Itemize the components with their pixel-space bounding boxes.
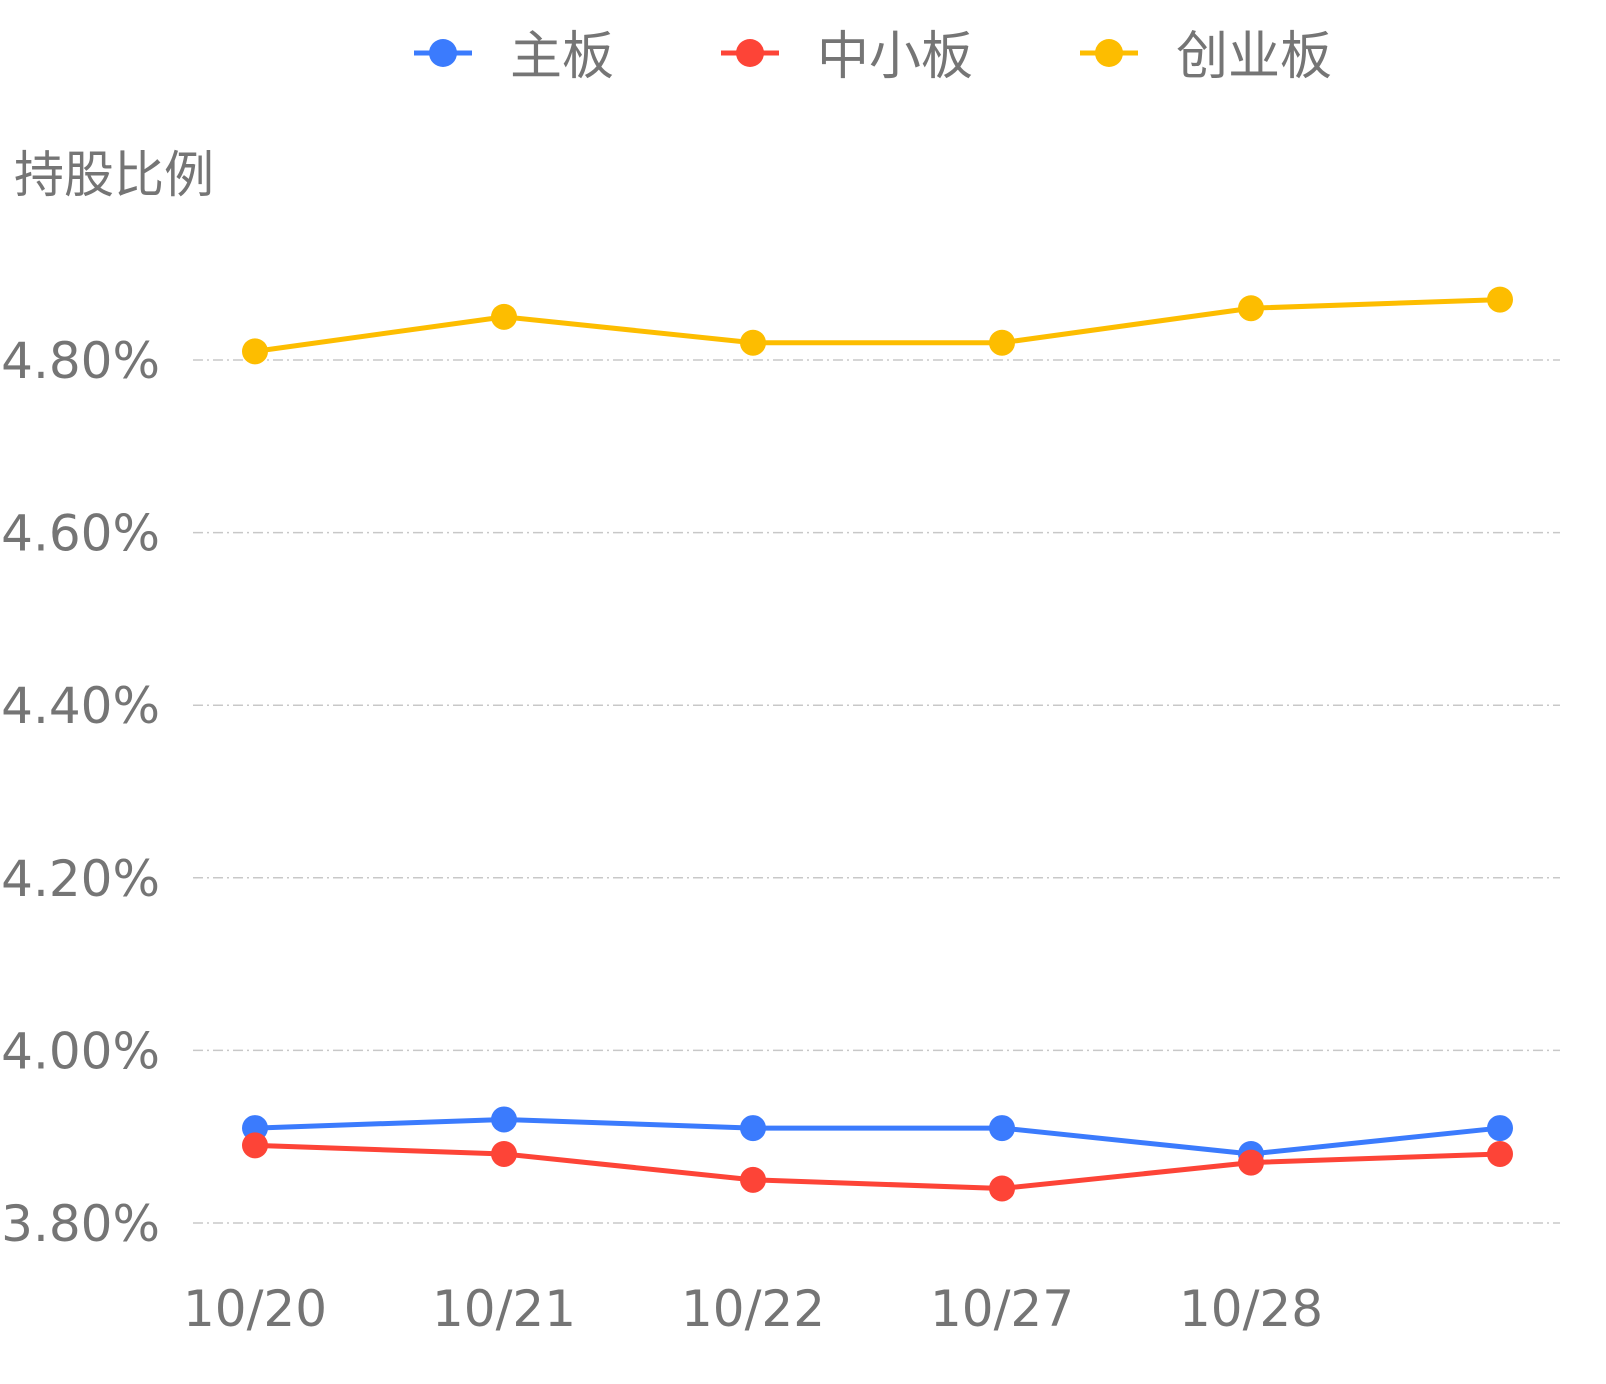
series-2 <box>242 286 1513 365</box>
data-point[interactable] <box>1238 1149 1264 1176</box>
x-tick-label: 10/28 <box>1179 1280 1323 1338</box>
y-tick-label: 4.80% <box>1 332 160 390</box>
legend-dot-marker <box>736 39 764 67</box>
y-tick-label: 3.80% <box>1 1195 160 1253</box>
data-point[interactable] <box>242 1132 268 1159</box>
x-tick-label: 10/27 <box>930 1280 1074 1338</box>
data-point[interactable] <box>1487 1115 1513 1142</box>
y-axis-ticks: 3.80% 4.00% 4.20% 4.40% 4.60% 4.80% <box>1 332 160 1253</box>
legend-dot-marker <box>429 39 457 67</box>
data-point[interactable] <box>989 1115 1015 1142</box>
grid-lines <box>193 359 1560 1224</box>
legend: 主板 中小板 创业板 <box>414 27 1332 87</box>
data-point[interactable] <box>1487 1140 1513 1167</box>
data-point[interactable] <box>989 329 1015 356</box>
data-point[interactable] <box>491 1106 517 1133</box>
data-point[interactable] <box>740 1166 766 1193</box>
x-tick-label: 10/22 <box>681 1280 825 1338</box>
legend-item[interactable]: 创业板 <box>1080 27 1332 87</box>
y-tick-label: 4.60% <box>1 505 160 563</box>
series-group <box>242 286 1513 1202</box>
data-point[interactable] <box>989 1175 1015 1202</box>
x-tick-label: 10/21 <box>432 1280 576 1338</box>
series-line <box>254 1116 1501 1157</box>
y-axis-title: 持股比例 <box>14 146 214 204</box>
data-point[interactable] <box>242 338 268 365</box>
y-tick-label: 4.40% <box>1 677 160 735</box>
legend-dot-marker <box>1095 39 1123 67</box>
data-point[interactable] <box>740 1115 766 1142</box>
data-point[interactable] <box>1238 295 1264 322</box>
data-point[interactable] <box>1487 286 1513 313</box>
series-line <box>254 297 1501 354</box>
x-axis-ticks: 10/20 10/21 10/22 10/27 10/28 <box>183 1280 1323 1338</box>
data-point[interactable] <box>491 1140 517 1167</box>
legend-item[interactable]: 主板 <box>414 27 614 87</box>
series-line <box>254 1142 1501 1191</box>
x-tick-label: 10/20 <box>183 1280 327 1338</box>
y-tick-label: 4.00% <box>1 1022 160 1080</box>
legend-label: 创业板 <box>1176 27 1332 87</box>
series-0 <box>242 1106 1513 1167</box>
legend-label: 中小板 <box>817 27 973 87</box>
legend-label: 主板 <box>510 27 614 87</box>
data-point[interactable] <box>740 329 766 356</box>
series-1 <box>242 1132 1513 1202</box>
y-tick-label: 4.20% <box>1 850 160 908</box>
legend-item[interactable]: 中小板 <box>721 27 973 87</box>
data-point[interactable] <box>491 303 517 330</box>
